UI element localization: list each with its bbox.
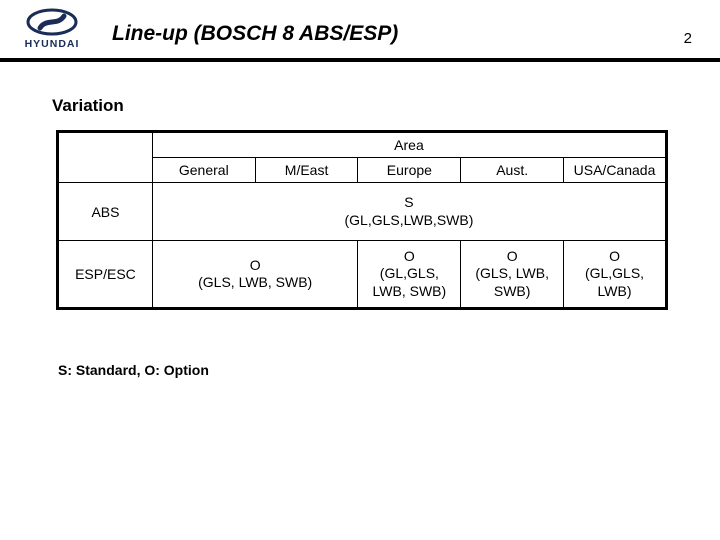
col-header: Europe [358,158,461,183]
page-number: 2 [684,30,692,47]
section-label: Variation [52,96,124,116]
area-header: Area [152,132,666,158]
table-row: ABS S (GL,GLS,LWB,SWB) [58,183,667,241]
table-corner-cell [58,132,153,183]
hyundai-logo: HYUNDAI [8,8,96,50]
legend-text: S: Standard, O: Option [58,362,209,378]
col-header: USA/Canada [564,158,667,183]
page-header: HYUNDAI Line-up (BOSCH 8 ABS/ESP) 2 [0,0,720,62]
row-head: ABS [58,183,153,241]
table-cell: S (GL,GLS,LWB,SWB) [152,183,666,241]
table-header-row: Area [58,132,667,158]
page-title: Line-up (BOSCH 8 ABS/ESP) [112,22,398,46]
col-header: M/East [255,158,358,183]
table-row: ESP/ESC O (GLS, LWB, SWB) O (GL,GLS, LWB… [58,241,667,309]
hyundai-logo-text: HYUNDAI [8,38,96,50]
hyundai-logo-icon [26,8,78,36]
table-cell: O (GLS, LWB, SWB) [152,241,358,309]
variation-table: Area General M/East Europe Aust. USA/Can… [56,130,668,310]
table-cell: O (GLS, LWB, SWB) [461,241,564,309]
table-cell: O (GL,GLS, LWB) [564,241,667,309]
col-header: Aust. [461,158,564,183]
table-cell: O (GL,GLS, LWB, SWB) [358,241,461,309]
col-header: General [152,158,255,183]
row-head: ESP/ESC [58,241,153,309]
